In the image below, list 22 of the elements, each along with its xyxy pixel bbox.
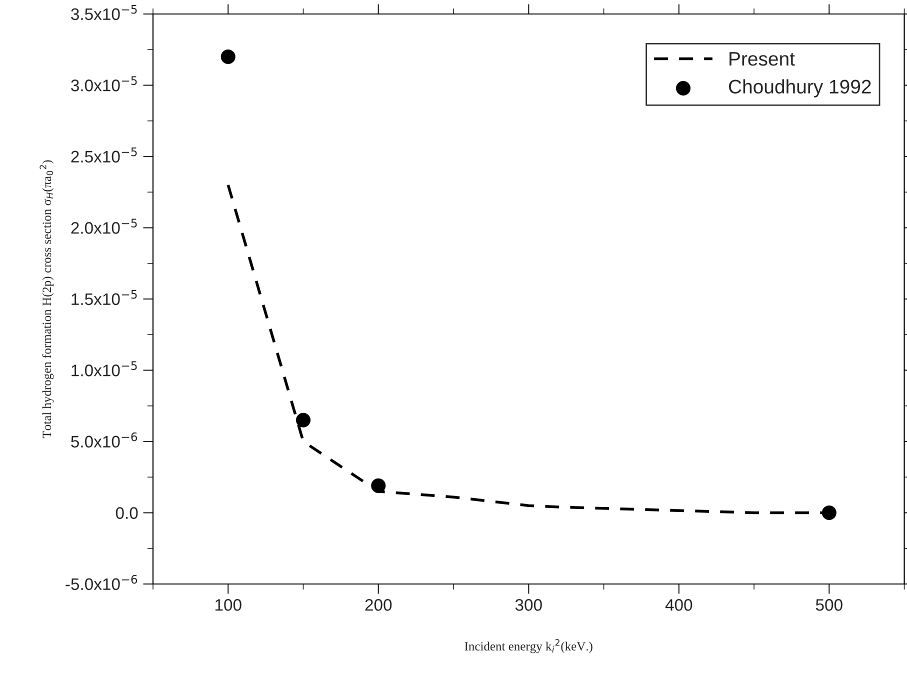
x-axis-title: Incident energy k$_{i}$$^{2}$(keV.) (464, 639, 592, 654)
point (220, 49, 236, 64)
y-tick-label: 2.5x10$^{−5}$ (71, 148, 137, 163)
y-tick-label: 1.5x10$^{−5}$ (72, 290, 137, 306)
y-tick-label: 0.0 (116, 507, 138, 519)
legend-label: Choudhury 1992 (728, 79, 871, 98)
x-tick-label: 500 (816, 599, 842, 611)
legend-label: Present (730, 52, 795, 66)
y-tick-label: 2.0x10$^{−5}$ (71, 218, 137, 234)
y-tick-label: 5.0x10$^{−6}$ (71, 432, 138, 448)
y-tick-label: -5.0x10$^{−6}$ (66, 574, 138, 590)
x-tick-label: 100 (215, 599, 242, 611)
y-tick-label: 1.0x10$^{−5}$ (72, 361, 137, 376)
y-tick-label: 3.0x10$^{−5}$ (71, 76, 137, 92)
point (822, 505, 836, 520)
y-axis-title: Total hydrogen formation H(2p) cross section σ$_{H}$(πa$_{0}$$^{2}$) (40, 160, 54, 438)
x-tick-label: 400 (665, 599, 692, 611)
x-tick-label: 300 (515, 599, 542, 611)
point (371, 478, 386, 493)
x-tick-label: 200 (365, 599, 392, 611)
point (296, 412, 311, 428)
y-tick-label: 3.5x10$^{−5}$ (71, 5, 137, 20)
